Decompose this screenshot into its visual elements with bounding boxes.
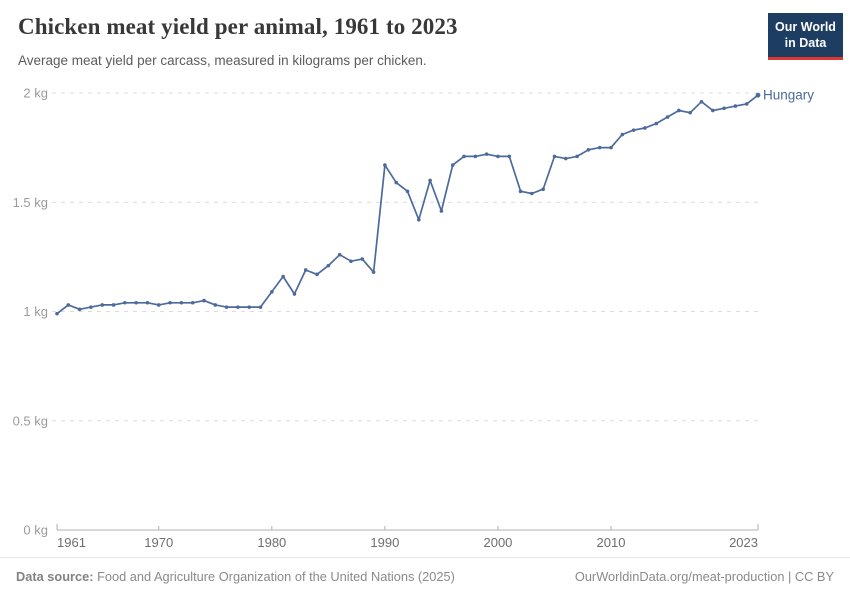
data-point (710, 108, 715, 113)
x-axis-label: 2023 (729, 535, 758, 550)
x-axis-label: 1980 (257, 535, 286, 550)
data-point (179, 300, 184, 305)
data-point (360, 257, 365, 261)
data-point (371, 270, 376, 274)
data-point (688, 110, 692, 115)
footer-separator: | (784, 569, 795, 584)
data-point (213, 303, 218, 307)
data-point (247, 305, 252, 309)
data-point (303, 268, 308, 272)
data-point (337, 252, 342, 257)
owid-url-link[interactable]: OurWorldinData.org/meat-production (574, 569, 785, 584)
data-point (123, 300, 127, 305)
data-point (77, 307, 82, 312)
data-point (100, 303, 105, 307)
data-point (665, 115, 670, 119)
data-point (484, 152, 489, 156)
data-source-note: Data source: Food and Agriculture Organi… (16, 569, 455, 584)
data-point (281, 274, 285, 279)
y-axis-label: 2 kg (23, 86, 48, 101)
data-point (292, 292, 297, 296)
data-point (744, 102, 749, 106)
data-point (394, 180, 398, 185)
owid-logo-line2: in Data (784, 36, 827, 51)
data-point (643, 126, 647, 130)
data-point (439, 209, 444, 213)
data-point (496, 154, 500, 159)
data-point (473, 154, 478, 159)
page-title: Chicken meat yield per animal, 1961 to 2… (18, 14, 458, 39)
data-point (270, 290, 274, 294)
data-point (405, 189, 410, 194)
chart-subtitle: Average meat yield per carcass, measured… (18, 53, 427, 68)
data-point (620, 132, 625, 137)
data-point (55, 311, 59, 316)
data-source-label: Data source: (16, 569, 94, 584)
hungary-line (56, 94, 759, 315)
data-point (462, 154, 466, 159)
data-point (518, 189, 523, 194)
data-point (450, 163, 455, 167)
data-source-text: Food and Agriculture Organization of the… (93, 569, 455, 584)
license-label: CC BY (794, 569, 834, 584)
data-point (145, 300, 150, 305)
data-point (202, 298, 206, 303)
data-point (383, 163, 387, 167)
y-axis-label: 0 kg (23, 523, 48, 538)
data-point (428, 178, 432, 183)
data-point (89, 305, 93, 309)
data-point (258, 305, 263, 309)
x-axis-label: 1990 (370, 535, 399, 550)
y-axis-label: 0.5 kg (13, 413, 48, 428)
data-point (111, 303, 116, 307)
data-point (134, 300, 138, 305)
data-point (190, 300, 195, 305)
data-point (677, 108, 681, 113)
footer-attribution: OurWorldinData.org/meat-production | CC … (575, 569, 834, 584)
chart-footer: Data source: Food and Agriculture Organi… (0, 557, 850, 599)
data-point (530, 191, 534, 196)
data-point (609, 145, 613, 150)
data-point (699, 99, 704, 104)
data-point (755, 92, 761, 98)
data-point (66, 303, 71, 307)
y-axis-label: 1 kg (23, 304, 48, 319)
owid-logo[interactable]: Our World in Data (768, 13, 843, 60)
x-axis-label: 1961 (57, 535, 86, 550)
x-axis-label: 2000 (483, 535, 512, 550)
x-axis-label: 2010 (597, 535, 626, 550)
entity-label-hungary: Hungary (763, 88, 814, 103)
data-point (541, 187, 545, 191)
data-point (722, 106, 726, 111)
line-chart: 0 kg 0.5 kg 1 kg 1.5 kg 2 kg 1961 1970 1980 1990… (13, 86, 815, 551)
owid-logo-line1: Our World (775, 20, 836, 34)
data-point (575, 154, 579, 159)
data-point (156, 303, 161, 307)
data-point (168, 300, 172, 305)
data-point (733, 104, 738, 108)
data-point (349, 259, 353, 264)
data-point (631, 128, 636, 132)
data-point (586, 148, 591, 152)
data-point (563, 156, 568, 161)
data-point (224, 305, 229, 309)
data-point (597, 145, 602, 150)
data-point (315, 272, 319, 277)
y-axis-label: 1.5 kg (13, 195, 48, 210)
x-axis-label: 1970 (144, 535, 173, 550)
data-point (326, 263, 331, 268)
data-point (507, 154, 512, 159)
data-point (417, 217, 421, 222)
data-point (552, 154, 557, 159)
data-point (236, 305, 240, 309)
data-point (654, 121, 659, 126)
